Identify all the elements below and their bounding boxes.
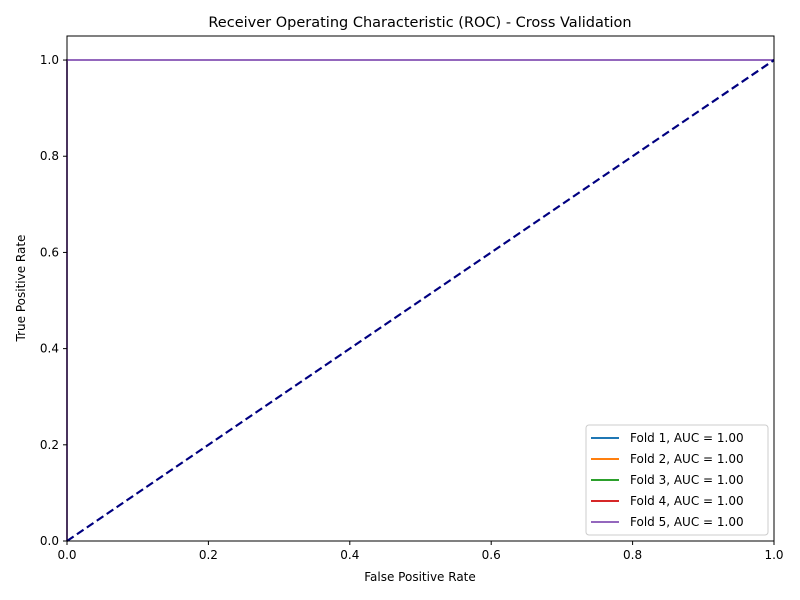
chance-reference-line xyxy=(66,59,775,542)
y-tick-label: 0.6 xyxy=(40,245,59,259)
x-tick-label: 0.2 xyxy=(199,548,218,562)
x-tick-label: 0.4 xyxy=(340,548,359,562)
x-axis: 0.0 0.2 0.4 0.6 0.8 1.0 xyxy=(57,541,784,562)
chart-title: Receiver Operating Characteristic (ROC) … xyxy=(208,15,631,31)
x-axis-label: False Positive Rate xyxy=(364,570,476,584)
y-axis-label: True Positive Rate xyxy=(14,235,28,343)
y-tick-label: 0.8 xyxy=(40,149,59,163)
legend-box xyxy=(585,424,769,536)
y-tick-label: 0.2 xyxy=(40,438,59,452)
y-tick-label: 0.4 xyxy=(40,342,59,356)
x-tick-label: 0.6 xyxy=(482,548,501,562)
legend-entry-label: Fold 3, AUC = 1.00 xyxy=(630,473,744,487)
legend-entry-label: Fold 4, AUC = 1.00 xyxy=(630,494,744,508)
y-tick-label: 1.0 xyxy=(40,53,59,67)
legend-entry-label: Fold 5, AUC = 1.00 xyxy=(630,515,744,529)
legend-entry-label: Fold 2, AUC = 1.00 xyxy=(630,452,744,466)
x-tick-label: 0.8 xyxy=(623,548,642,562)
legend: Fold 1, AUC = 1.00 Fold 2, AUC = 1.00 Fold… xyxy=(585,424,769,536)
x-tick-label: 1.0 xyxy=(764,548,783,562)
y-tick-label: 0.0 xyxy=(40,534,59,548)
legend-entry-label: Fold 1, AUC = 1.00 xyxy=(630,431,744,445)
y-axis: 0.0 0.2 0.4 0.6 0.8 1.0 xyxy=(40,53,67,548)
plot-frame xyxy=(66,35,775,542)
x-tick-label: 0.0 xyxy=(57,548,76,562)
